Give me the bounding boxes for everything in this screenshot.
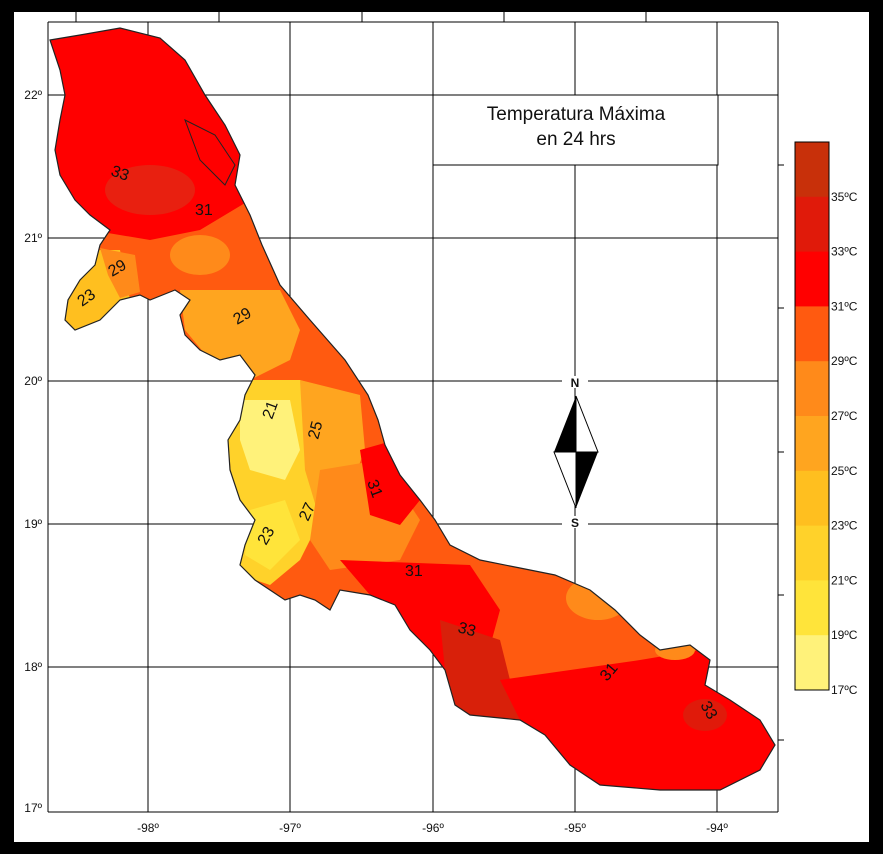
contour-label: 27: [296, 500, 319, 523]
veracruz-temperature-field: [49, 27, 776, 791]
contour-label: 31: [195, 202, 213, 219]
lat-tick: 19º: [24, 517, 42, 531]
legend-label: 23ºC: [831, 519, 858, 533]
legend-swatch: [795, 142, 829, 198]
legend-label: 21ºC: [831, 573, 858, 587]
legend-label: 19ºC: [831, 628, 858, 642]
lon-tick: -96º: [422, 821, 444, 835]
zone-29-spot: [170, 235, 230, 275]
north-arrow-icon: N S: [553, 376, 599, 530]
lat-tick: 22º: [24, 88, 42, 102]
legend-swatch: [795, 525, 829, 581]
zone-31-coast: [360, 440, 420, 525]
contour-label: 33: [109, 163, 132, 185]
contour-label: 33: [456, 619, 478, 640]
temperature-map: 33 31 29 23 29 21 25 31 27 23 31 33 31 3…: [24, 12, 858, 835]
map-title-line1: Temperatura Máxima: [487, 104, 666, 125]
legend-label: 33ºC: [831, 245, 858, 259]
legend-border: [794, 141, 830, 691]
lat-tick: 17º: [24, 801, 42, 815]
compass-south: S: [571, 516, 579, 530]
legend-label: 35ºC: [831, 190, 858, 204]
legend-label: 27ºC: [831, 409, 858, 423]
legend-swatch: [795, 251, 829, 307]
legend-label: 17ºC: [831, 683, 858, 697]
legend-swatch: [795, 635, 829, 691]
lon-tick: -94º: [706, 821, 728, 835]
legend: 35ºC 33ºC 31ºC 29ºC 27ºC 25ºC 23ºC 21ºC 19ºC 17ºC: [794, 141, 858, 697]
contour-label: 29: [106, 257, 130, 281]
contour-label: 21: [260, 399, 282, 422]
legend-label: 29ºC: [831, 354, 858, 368]
legend-swatch: [795, 306, 829, 362]
compass-north: N: [571, 376, 580, 390]
lat-tick: 20º: [24, 374, 42, 388]
legend-label: 25ºC: [831, 464, 858, 478]
lon-tick: -98º: [137, 821, 159, 835]
zone-33-north: [105, 165, 195, 215]
legend-swatch: [795, 196, 829, 253]
contour-label: 25: [305, 419, 326, 441]
title-box: Temperatura Máxima en 24 hrs: [432, 94, 719, 166]
legend-swatch: [795, 416, 829, 472]
zone-27-east: [566, 576, 630, 620]
contour-label: 23: [255, 524, 279, 548]
lat-axis-labels: 22º 21º 20º 19º 18º 17º: [24, 88, 42, 815]
state-outline: [49, 27, 776, 791]
map-frame: 33 31 29 23 29 21 25 31 27 23 31 33 31 3…: [14, 12, 869, 842]
lagoon: [184, 118, 236, 186]
lat-tick: 21º: [24, 231, 42, 245]
contour-label: 31: [363, 478, 385, 501]
lon-axis-labels: -98º -97º -96º -95º -94º: [137, 821, 728, 835]
legend-swatch: [795, 580, 829, 636]
contour-label: 33: [697, 699, 721, 723]
contour-label: 31: [405, 563, 423, 580]
legend-swatch: [795, 361, 829, 417]
legend-label: 31ºC: [831, 299, 858, 313]
lat-tick: 18º: [24, 660, 42, 674]
contour-label: 29: [231, 305, 255, 329]
lon-tick: -95º: [564, 821, 586, 835]
zone-33-southeast: [683, 699, 727, 731]
legend-swatch: [795, 470, 829, 527]
zone-17-core: [240, 400, 300, 480]
map-title-line2: en 24 hrs: [536, 129, 615, 150]
lon-tick: -97º: [279, 821, 301, 835]
zone-33-south: [440, 620, 520, 720]
